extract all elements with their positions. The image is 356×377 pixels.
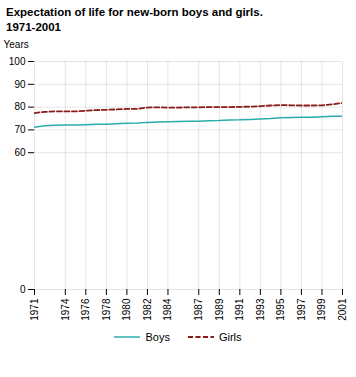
svg-text:1978: 1978 <box>101 298 112 321</box>
svg-text:1987: 1987 <box>193 298 204 321</box>
svg-text:80: 80 <box>14 101 26 112</box>
svg-text:Years: Years <box>4 38 29 49</box>
svg-text:1984: 1984 <box>162 298 173 321</box>
svg-text:1976: 1976 <box>80 298 91 321</box>
html-text:1971-2001: 1971-2001 <box>6 20 61 33</box>
svg-text:70: 70 <box>14 124 26 135</box>
svg-text:90: 90 <box>14 78 26 89</box>
svg-text:1974: 1974 <box>60 298 71 321</box>
svg-text:1971: 1971 <box>29 298 40 321</box>
svg-text:1991: 1991 <box>234 298 245 321</box>
svg-text:2001: 2001 <box>337 298 348 321</box>
svg-text:1982: 1982 <box>142 298 153 321</box>
svg-text:1997: 1997 <box>296 298 307 321</box>
svg-text:1993: 1993 <box>255 298 266 321</box>
svg-text:0: 0 <box>20 284 26 295</box>
svg-text:1989: 1989 <box>214 298 225 321</box>
svg-text:1999: 1999 <box>316 298 327 321</box>
html-text:Expectation of life for new-bo: Expectation of life for new-born boys an… <box>6 6 263 18</box>
svg-text:1995: 1995 <box>275 298 286 321</box>
svg-text:100: 100 <box>9 56 26 67</box>
svg-text:1980: 1980 <box>121 298 132 321</box>
html-text:Boys: Boys <box>145 330 170 343</box>
svg-text:60: 60 <box>14 147 26 158</box>
html-text:Girls: Girls <box>218 330 242 343</box>
